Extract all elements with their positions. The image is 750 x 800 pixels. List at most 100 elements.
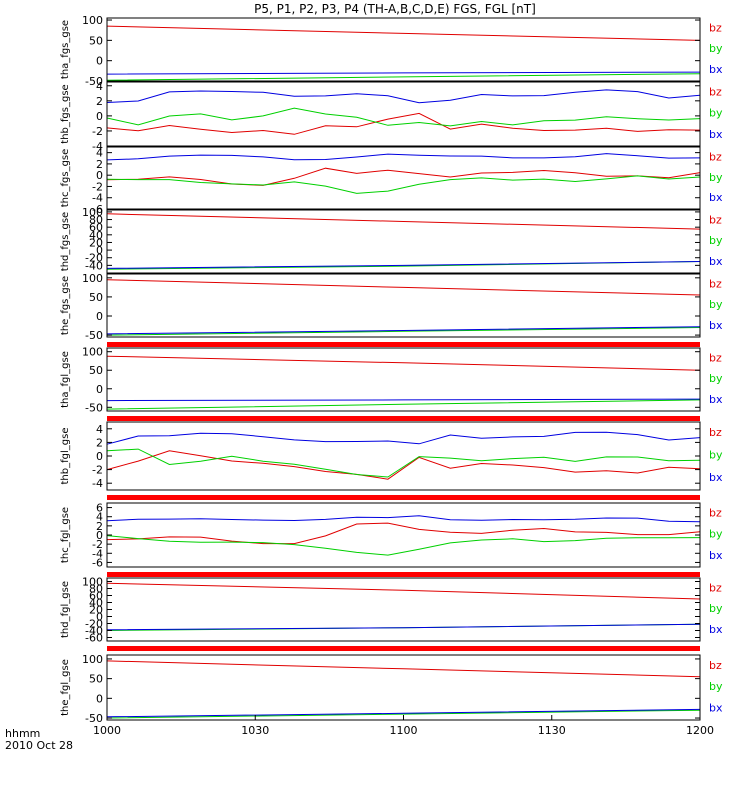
series-line-bx [106, 398, 701, 402]
time-unit-label: hhmm [5, 727, 40, 740]
y-axis-label: thc_fgs_gse [60, 149, 71, 208]
legend-entry-bx: bx [709, 702, 723, 715]
y-tick-label: 0 [96, 450, 103, 463]
y-tick-label: 80 [89, 214, 103, 227]
y-tick-label: -4 [92, 140, 103, 153]
y-tick-label: -50 [85, 401, 103, 414]
y-tick-label: -50 [85, 712, 103, 725]
legend-entry-bz: bz [709, 150, 722, 163]
x-tick-label: 1000 [93, 724, 121, 737]
availability-bar [107, 342, 700, 347]
date-label: 2010 Oct 28 [5, 739, 73, 752]
y-tick-label: -40 [85, 259, 103, 272]
y-tick-label: -50 [85, 75, 103, 88]
series-line-bx [106, 431, 701, 445]
y-tick-label: 60 [89, 590, 103, 603]
y-tick-label: 0 [96, 310, 103, 323]
series-line-by [106, 448, 701, 478]
panel-frame [106, 347, 701, 412]
series-line-bz [106, 112, 701, 135]
y-tick-label: -6 [92, 556, 103, 569]
y-tick-label: 2 [96, 520, 103, 533]
y-tick-label: 60 [89, 221, 103, 234]
legend-entry-by: by [709, 528, 723, 541]
legend-entry-by: by [709, 449, 723, 462]
series-line-bx [106, 623, 701, 631]
series-line-bz [106, 25, 701, 41]
availability-bar [107, 646, 700, 651]
y-tick-label: 50 [89, 364, 103, 377]
series-line-bz [106, 213, 701, 230]
legend-entry-bx: bx [709, 549, 723, 562]
series-line-bx [106, 71, 701, 75]
legend-entry-by: by [709, 680, 723, 693]
legend-entry-bx: bx [709, 393, 723, 406]
legend-entry-bx: bx [709, 623, 723, 636]
y-axis-label: thd_fgl_gse [60, 581, 71, 638]
availability-bar [107, 572, 700, 577]
legend-entry-bz: bz [709, 507, 722, 520]
y-axis-label: thc_fgl_gse [60, 507, 71, 563]
y-tick-label: 100 [82, 14, 103, 27]
panel-frame [106, 209, 701, 274]
legend-entry-bz: bz [709, 277, 722, 290]
y-tick-label: -60 [85, 632, 103, 645]
series-line-by [106, 399, 701, 410]
legend-entry-bx: bx [709, 471, 723, 484]
panel-frame [106, 273, 701, 338]
y-tick-label: 0 [96, 110, 103, 123]
y-tick-label: 0 [96, 169, 103, 182]
legend-entry-by: by [709, 298, 723, 311]
y-tick-label: 100 [82, 576, 103, 589]
y-tick-label: -2 [92, 180, 103, 193]
y-tick-label: 4 [96, 147, 103, 160]
series-line-by [106, 107, 701, 127]
panel-frame [106, 577, 701, 642]
series-line-bx [106, 153, 701, 161]
y-tick-label: -2 [92, 464, 103, 477]
y-tick-label: 50 [89, 34, 103, 47]
series-line-bx [106, 261, 701, 269]
y-tick-label: 0 [96, 692, 103, 705]
series-line-bz [106, 660, 701, 678]
y-tick-label: -4 [92, 477, 103, 490]
y-tick-label: -4 [92, 547, 103, 560]
y-tick-label: 100 [82, 206, 103, 219]
y-tick-label: 40 [89, 229, 103, 242]
legend-entry-bx: bx [709, 63, 723, 76]
legend-entry-bz: bz [709, 21, 722, 34]
y-tick-label: 50 [89, 673, 103, 686]
y-tick-label: 50 [89, 291, 103, 304]
y-tick-label: 40 [89, 597, 103, 610]
panel-7: 420-2-4 thb_fgl_gse bz by bx [60, 421, 723, 500]
x-tick-label: 1200 [686, 724, 714, 737]
panel-2: 4 2 0 -2 -4 thb_fgs_gse bz by bx [60, 80, 723, 153]
x-tick-label: 1030 [241, 724, 269, 737]
y-tick-label: 0 [96, 529, 103, 542]
y-tick-label: 6 [96, 502, 103, 515]
y-tick-label: -50 [85, 329, 103, 342]
panel-3: 420-2-4-6 thc_fgs_gse bz by bx [60, 146, 723, 216]
legend-entry-bz: bz [709, 581, 722, 594]
y-tick-label: -2 [92, 538, 103, 551]
y-tick-label: -6 [92, 203, 103, 216]
y-tick-label: -40 [85, 625, 103, 638]
y-tick-label: -2 [92, 125, 103, 138]
y-axis-label: tha_fgs_gse [60, 20, 71, 79]
y-tick-label: 4 [96, 80, 103, 93]
availability-bar [107, 416, 700, 421]
y-tick-label: -20 [85, 252, 103, 265]
panel-1: 100 50 0 -50 tha_fgs_gse bz by bx [60, 14, 723, 88]
legend-entry-by: by [709, 171, 723, 184]
legend-entry-bx: bx [709, 128, 723, 141]
series-line-bz [106, 279, 701, 296]
legend-entry-bz: bz [709, 86, 722, 99]
series-line-bz [106, 582, 701, 600]
legend-entry-by: by [709, 602, 723, 615]
series-line-by [106, 175, 701, 194]
availability-bar [107, 495, 700, 500]
y-tick-label: 20 [89, 604, 103, 617]
